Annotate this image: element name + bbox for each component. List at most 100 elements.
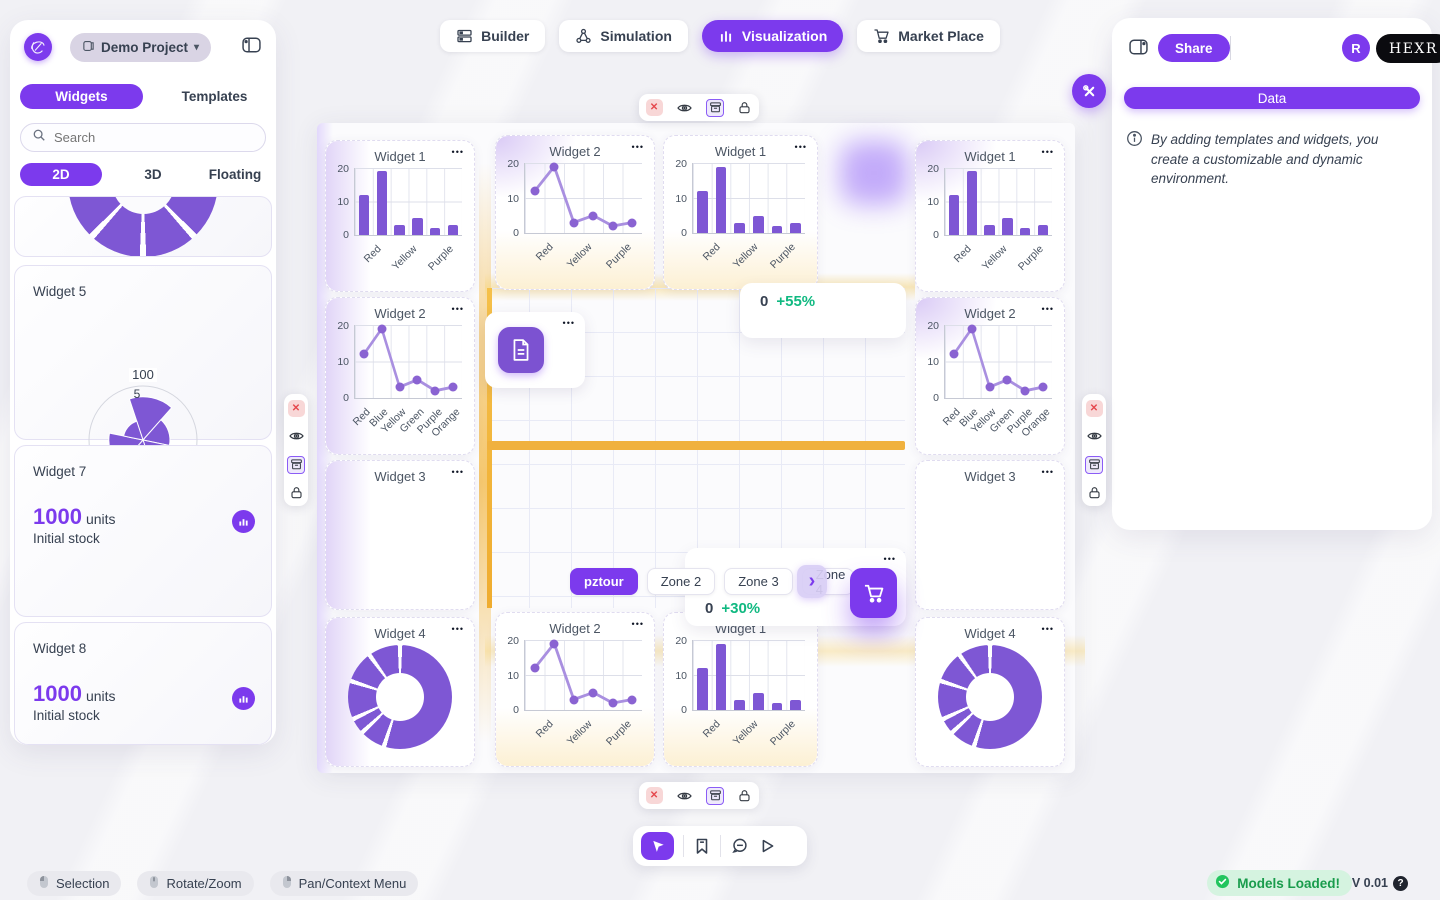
widget-card-7[interactable]: Widget 7 1000 units Initial stock — [14, 445, 272, 617]
zone-tab-2[interactable]: Zone 2 — [646, 568, 716, 595]
tab-market-place[interactable]: Market Place — [857, 20, 1000, 52]
more-icon[interactable]: ••• — [794, 142, 807, 152]
dashboard-canvas[interactable]: Widget 1 ••• 20 10 0 Red Yellow Purple Widget… — [317, 123, 1085, 773]
widget-card[interactable]: Widget 4 ••• — [325, 617, 475, 767]
lock-icon[interactable] — [737, 788, 752, 803]
document-icon[interactable] — [498, 327, 544, 373]
tab-2d[interactable]: 2D — [20, 163, 102, 186]
lock-icon[interactable] — [737, 100, 752, 115]
canvas-toolbar-bottom: ✕ — [639, 782, 759, 809]
widget-title: Widget 3 — [964, 469, 1016, 484]
widget-card[interactable]: Widget 3 ••• — [915, 460, 1065, 610]
more-icon[interactable]: ••• — [562, 318, 575, 328]
mouse-left-icon — [39, 875, 49, 892]
chat-icon[interactable] — [730, 837, 749, 855]
package-icon[interactable] — [287, 455, 305, 474]
more-icon[interactable]: ••• — [451, 304, 464, 314]
tools-button[interactable] — [1072, 74, 1106, 108]
tab-widgets[interactable]: Widgets — [20, 84, 143, 109]
more-icon[interactable]: ••• — [1041, 147, 1054, 157]
widget-title: Widget 3 — [374, 469, 426, 484]
check-circle-icon — [1215, 874, 1230, 892]
tab-simulation[interactable]: Simulation — [559, 20, 688, 52]
cart-widget-button[interactable] — [850, 568, 897, 618]
brand-logo[interactable]: HEXR — [1376, 34, 1440, 63]
package-icon[interactable] — [706, 786, 725, 805]
app-logo-icon[interactable] — [24, 33, 52, 61]
zone-tab-pztour[interactable]: pztour — [570, 568, 638, 595]
delete-icon[interactable]: ✕ — [287, 399, 305, 417]
delete-icon[interactable]: ✕ — [645, 99, 663, 116]
package-icon[interactable] — [706, 98, 725, 117]
zone-tab-3[interactable]: Zone 3 — [724, 568, 793, 595]
bar-chart-badge-icon[interactable] — [232, 510, 255, 533]
widget-card-5[interactable]: Widget 5 100 5 — [14, 265, 272, 495]
toolbar-divider — [720, 835, 721, 857]
stat-card[interactable]: 0 +55% — [740, 283, 906, 338]
widget-card[interactable]: Widget 3 ••• — [325, 460, 475, 610]
delete-icon[interactable]: ✕ — [645, 787, 663, 804]
lock-icon[interactable] — [1087, 485, 1102, 500]
user-avatar[interactable]: R — [1342, 34, 1370, 62]
simulation-icon — [575, 28, 592, 44]
yellow-divider-bar[interactable] — [487, 441, 905, 450]
hint-selection: Selection — [27, 870, 122, 896]
more-icon[interactable]: ••• — [1041, 467, 1054, 477]
more-icon[interactable]: ••• — [1041, 304, 1054, 314]
bookmark-icon[interactable] — [693, 837, 711, 855]
canvas-toolbar-left: ✕ — [284, 394, 308, 506]
tab-builder[interactable]: Builder — [440, 20, 546, 52]
widget-card[interactable]: Widget 2 ••• 20 10 0 Red Blue Yellow Green Purp… — [915, 297, 1065, 455]
lock-icon[interactable] — [289, 485, 304, 500]
play-icon[interactable] — [758, 837, 776, 855]
more-icon[interactable]: ••• — [631, 619, 644, 629]
widget-card[interactable]: Widget 2 ••• 20 10 0 Red Yellow Purple — [495, 612, 655, 767]
zone-scroll-chevron-icon[interactable]: › — [797, 565, 827, 598]
builder-icon — [456, 28, 473, 44]
widget-card[interactable]: Widget 2 ••• 20 10 0 Red Blue Yellow Green Purp… — [325, 297, 475, 455]
hint-label: Pan/Context Menu — [298, 875, 407, 891]
widget-card-partial[interactable] — [14, 196, 272, 257]
search-box[interactable] — [20, 123, 266, 152]
widget-card-8[interactable]: Widget 8 1000 units Initial stock — [14, 622, 272, 745]
more-icon[interactable]: ••• — [883, 554, 896, 564]
more-icon[interactable]: ••• — [451, 147, 464, 157]
pointer-tool-button[interactable] — [641, 832, 674, 860]
visibility-icon[interactable] — [676, 788, 693, 804]
more-icon[interactable]: ••• — [1041, 624, 1054, 634]
visibility-icon[interactable] — [1086, 428, 1103, 444]
right-panel-header: Share R HEXR — [1112, 34, 1440, 64]
tab-3d[interactable]: 3D — [144, 167, 162, 182]
share-button[interactable]: Share — [1158, 34, 1230, 62]
visibility-icon[interactable] — [676, 100, 693, 116]
bar-chart-badge-icon[interactable] — [232, 687, 255, 710]
more-icon[interactable]: ••• — [451, 624, 464, 634]
line-chart: 20 10 0 Red Yellow Purple — [496, 158, 654, 282]
delete-icon[interactable]: ✕ — [1085, 399, 1103, 417]
sidebar-collapse-icon[interactable] — [241, 36, 262, 59]
version-text: V 0.01 — [1351, 876, 1388, 890]
data-button[interactable]: Data — [1124, 87, 1420, 109]
tab-visualization[interactable]: Visualization — [701, 20, 844, 52]
tab-floating[interactable]: Floating — [208, 167, 262, 182]
toolbar-divider — [683, 835, 684, 857]
project-selector[interactable]: Demo Project ▾ — [70, 33, 212, 62]
package-icon[interactable] — [1085, 455, 1103, 474]
document-widget-card[interactable]: ••• — [485, 312, 585, 388]
more-icon[interactable]: ••• — [631, 142, 644, 152]
help-icon[interactable]: ? — [1393, 875, 1408, 891]
hint-label: Rotate/Zoom — [166, 875, 242, 891]
caret-down-icon: ▾ — [194, 42, 200, 53]
widget-card[interactable]: Widget 4 ••• — [915, 617, 1065, 767]
search-input[interactable] — [54, 130, 234, 145]
more-icon[interactable]: ••• — [451, 467, 464, 477]
widget-title: Widget 7 — [33, 464, 87, 479]
panel-collapse-icon[interactable] — [1128, 38, 1149, 61]
visibility-icon[interactable] — [288, 428, 305, 444]
widget-card[interactable]: Widget 2 ••• 20 10 0 Red Yellow Purple — [495, 135, 655, 290]
tab-templates[interactable]: Templates — [181, 89, 248, 104]
